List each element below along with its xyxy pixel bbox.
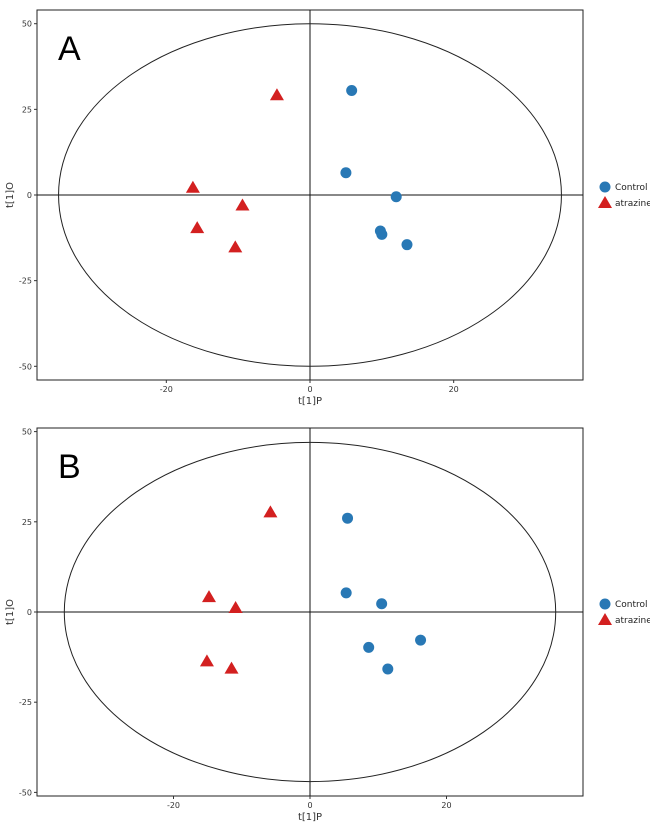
y-tick-label: -50 [19,362,32,371]
data-point-atrazine [199,654,214,667]
y-tick-label: 50 [22,20,32,29]
legend-marker-control [599,181,611,193]
data-point-control [401,239,413,251]
x-tick-label: 20 [449,385,459,394]
plot-panel-b: -20 0 20 -50 -25 0 25 50 t[1]P t[1]O B Control atraz… [5,427,650,823]
data-point-control [340,167,352,179]
y-tick-label: -25 [19,698,32,707]
y-axis-title: t[1]O [5,182,16,208]
x-axis-title: t[1]P [298,396,322,407]
data-point-atrazine [263,505,278,518]
data-point-control [390,191,402,203]
x-axis-title: t[1]P [298,812,322,823]
legend-label-control: Control [615,183,648,193]
x-tick-label: -20 [167,801,180,810]
data-point-atrazine [201,590,216,603]
data-point-control [342,512,354,524]
data-point-atrazine [190,221,205,234]
confidence-ellipse [63,441,557,783]
y-axis-title: t[1]O [5,599,16,625]
series-control [340,85,413,251]
data-point-atrazine [228,240,243,253]
x-tick-label: 0 [307,801,312,810]
legend-marker-atrazine [598,613,612,625]
legend-label-control: Control [615,600,648,610]
data-point-control [415,634,427,646]
legend-marker-atrazine [598,196,612,208]
data-point-atrazine [185,180,200,193]
panel-label: B [58,448,81,486]
data-point-control [340,587,352,599]
series-control [340,512,427,675]
x-tick-label: -20 [160,385,173,394]
data-point-control [376,228,388,240]
confidence-ellipse [58,23,562,367]
data-point-atrazine [269,88,284,101]
legend-marker-control [599,598,611,610]
x-tick-label: 20 [441,801,451,810]
legend: Control atrazine [598,598,650,626]
data-point-control [382,663,394,675]
y-tick-label: -25 [19,277,32,286]
data-point-control [376,598,388,610]
legend-label-atrazine: atrazine [615,199,650,209]
data-point-atrazine [224,661,239,674]
panel-label: A [58,30,81,68]
data-point-control [363,641,375,653]
y-tick-label: 25 [22,105,32,114]
y-tick-label: 0 [27,191,32,200]
y-tick-label: 50 [22,428,32,437]
legend: Control atrazine [598,181,650,209]
data-point-control [346,85,358,97]
plot-panel-a: -20 0 20 -50 -25 0 25 50 t[1]P t[1]O A Control atraz… [5,9,650,407]
data-point-atrazine [228,600,243,613]
y-tick-label: -50 [19,788,32,797]
x-tick-label: 0 [307,385,312,394]
y-tick-label: 25 [22,518,32,527]
series-atrazine [185,88,284,253]
data-point-atrazine [235,198,250,211]
legend-label-atrazine: atrazine [615,616,650,626]
series-atrazine [199,505,278,674]
y-tick-label: 0 [27,608,32,617]
